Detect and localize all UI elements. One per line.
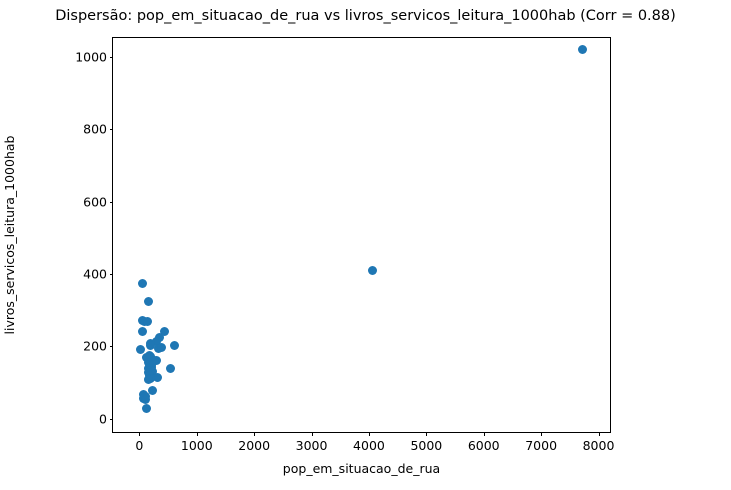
scatter-point bbox=[140, 395, 150, 405]
scatter-point bbox=[152, 372, 162, 382]
scatter-point bbox=[170, 341, 180, 351]
scatter-point bbox=[146, 341, 156, 351]
y-axis-tick-label: 200 bbox=[83, 338, 107, 354]
scatter-point bbox=[138, 327, 148, 337]
y-axis-tick bbox=[109, 418, 113, 420]
x-axis-tick bbox=[311, 432, 313, 436]
scatter-point bbox=[144, 375, 154, 385]
y-axis-tick-label: 1000 bbox=[75, 49, 107, 65]
x-axis-tick bbox=[368, 432, 370, 436]
x-axis-tick bbox=[598, 432, 600, 436]
x-axis-tick-label: 3000 bbox=[295, 438, 328, 453]
chart-title: Dispersão: pop_em_situacao_de_rua vs liv… bbox=[55, 8, 676, 24]
scatter-plot-area bbox=[113, 38, 610, 432]
x-axis-tick bbox=[541, 432, 543, 436]
y-axis-tick-label: 0 bbox=[99, 411, 107, 427]
scatter-point bbox=[144, 296, 154, 306]
scatter-point bbox=[143, 316, 153, 326]
x-axis-tick-label: 6000 bbox=[467, 438, 500, 453]
y-axis-tick bbox=[109, 129, 113, 131]
y-axis-tick bbox=[109, 57, 113, 59]
scatter-point bbox=[577, 45, 587, 55]
y-axis-label: livros_servicos_leitura_1000hab bbox=[2, 135, 17, 335]
x-axis-tick bbox=[483, 432, 485, 436]
scatter-point bbox=[152, 337, 162, 347]
scatter-point bbox=[166, 363, 176, 373]
x-axis-tick bbox=[254, 432, 256, 436]
scatter-point bbox=[148, 385, 158, 395]
x-axis-tick-label: 1000 bbox=[180, 438, 213, 453]
y-axis-tick-label: 800 bbox=[83, 121, 107, 137]
y-axis-tick bbox=[109, 346, 113, 348]
x-axis-tick bbox=[426, 432, 428, 436]
scatter-point bbox=[160, 326, 170, 336]
x-axis-tick-label: 7000 bbox=[525, 438, 558, 453]
x-axis-tick bbox=[196, 432, 198, 436]
scatter-point bbox=[367, 265, 377, 275]
scatter-point bbox=[154, 332, 164, 342]
x-axis-tick-label: 2000 bbox=[238, 438, 271, 453]
y-axis-tick-label: 400 bbox=[83, 266, 107, 282]
x-axis-label: pop_em_situacao_de_rua bbox=[282, 461, 441, 476]
scatter-point bbox=[157, 343, 167, 353]
x-axis-tick-label: 4000 bbox=[353, 438, 385, 453]
x-axis-tick-label: 8000 bbox=[582, 438, 615, 453]
scatter-point bbox=[142, 404, 152, 413]
y-axis-tick-label: 600 bbox=[83, 194, 107, 210]
scatter-point bbox=[142, 353, 152, 363]
scatter-point bbox=[136, 345, 146, 355]
x-axis-tick-label: 0 bbox=[135, 438, 144, 453]
plot-axes: 0 1000 2000 3000 4000 5000 6000 7000 8000 0 200 400… bbox=[75, 37, 614, 453]
x-axis-tick bbox=[139, 432, 141, 436]
y-axis-tick bbox=[109, 201, 113, 203]
x-axis-tick-label: 5000 bbox=[410, 438, 443, 453]
y-axis-tick bbox=[109, 274, 113, 276]
scatter-point bbox=[138, 278, 148, 288]
